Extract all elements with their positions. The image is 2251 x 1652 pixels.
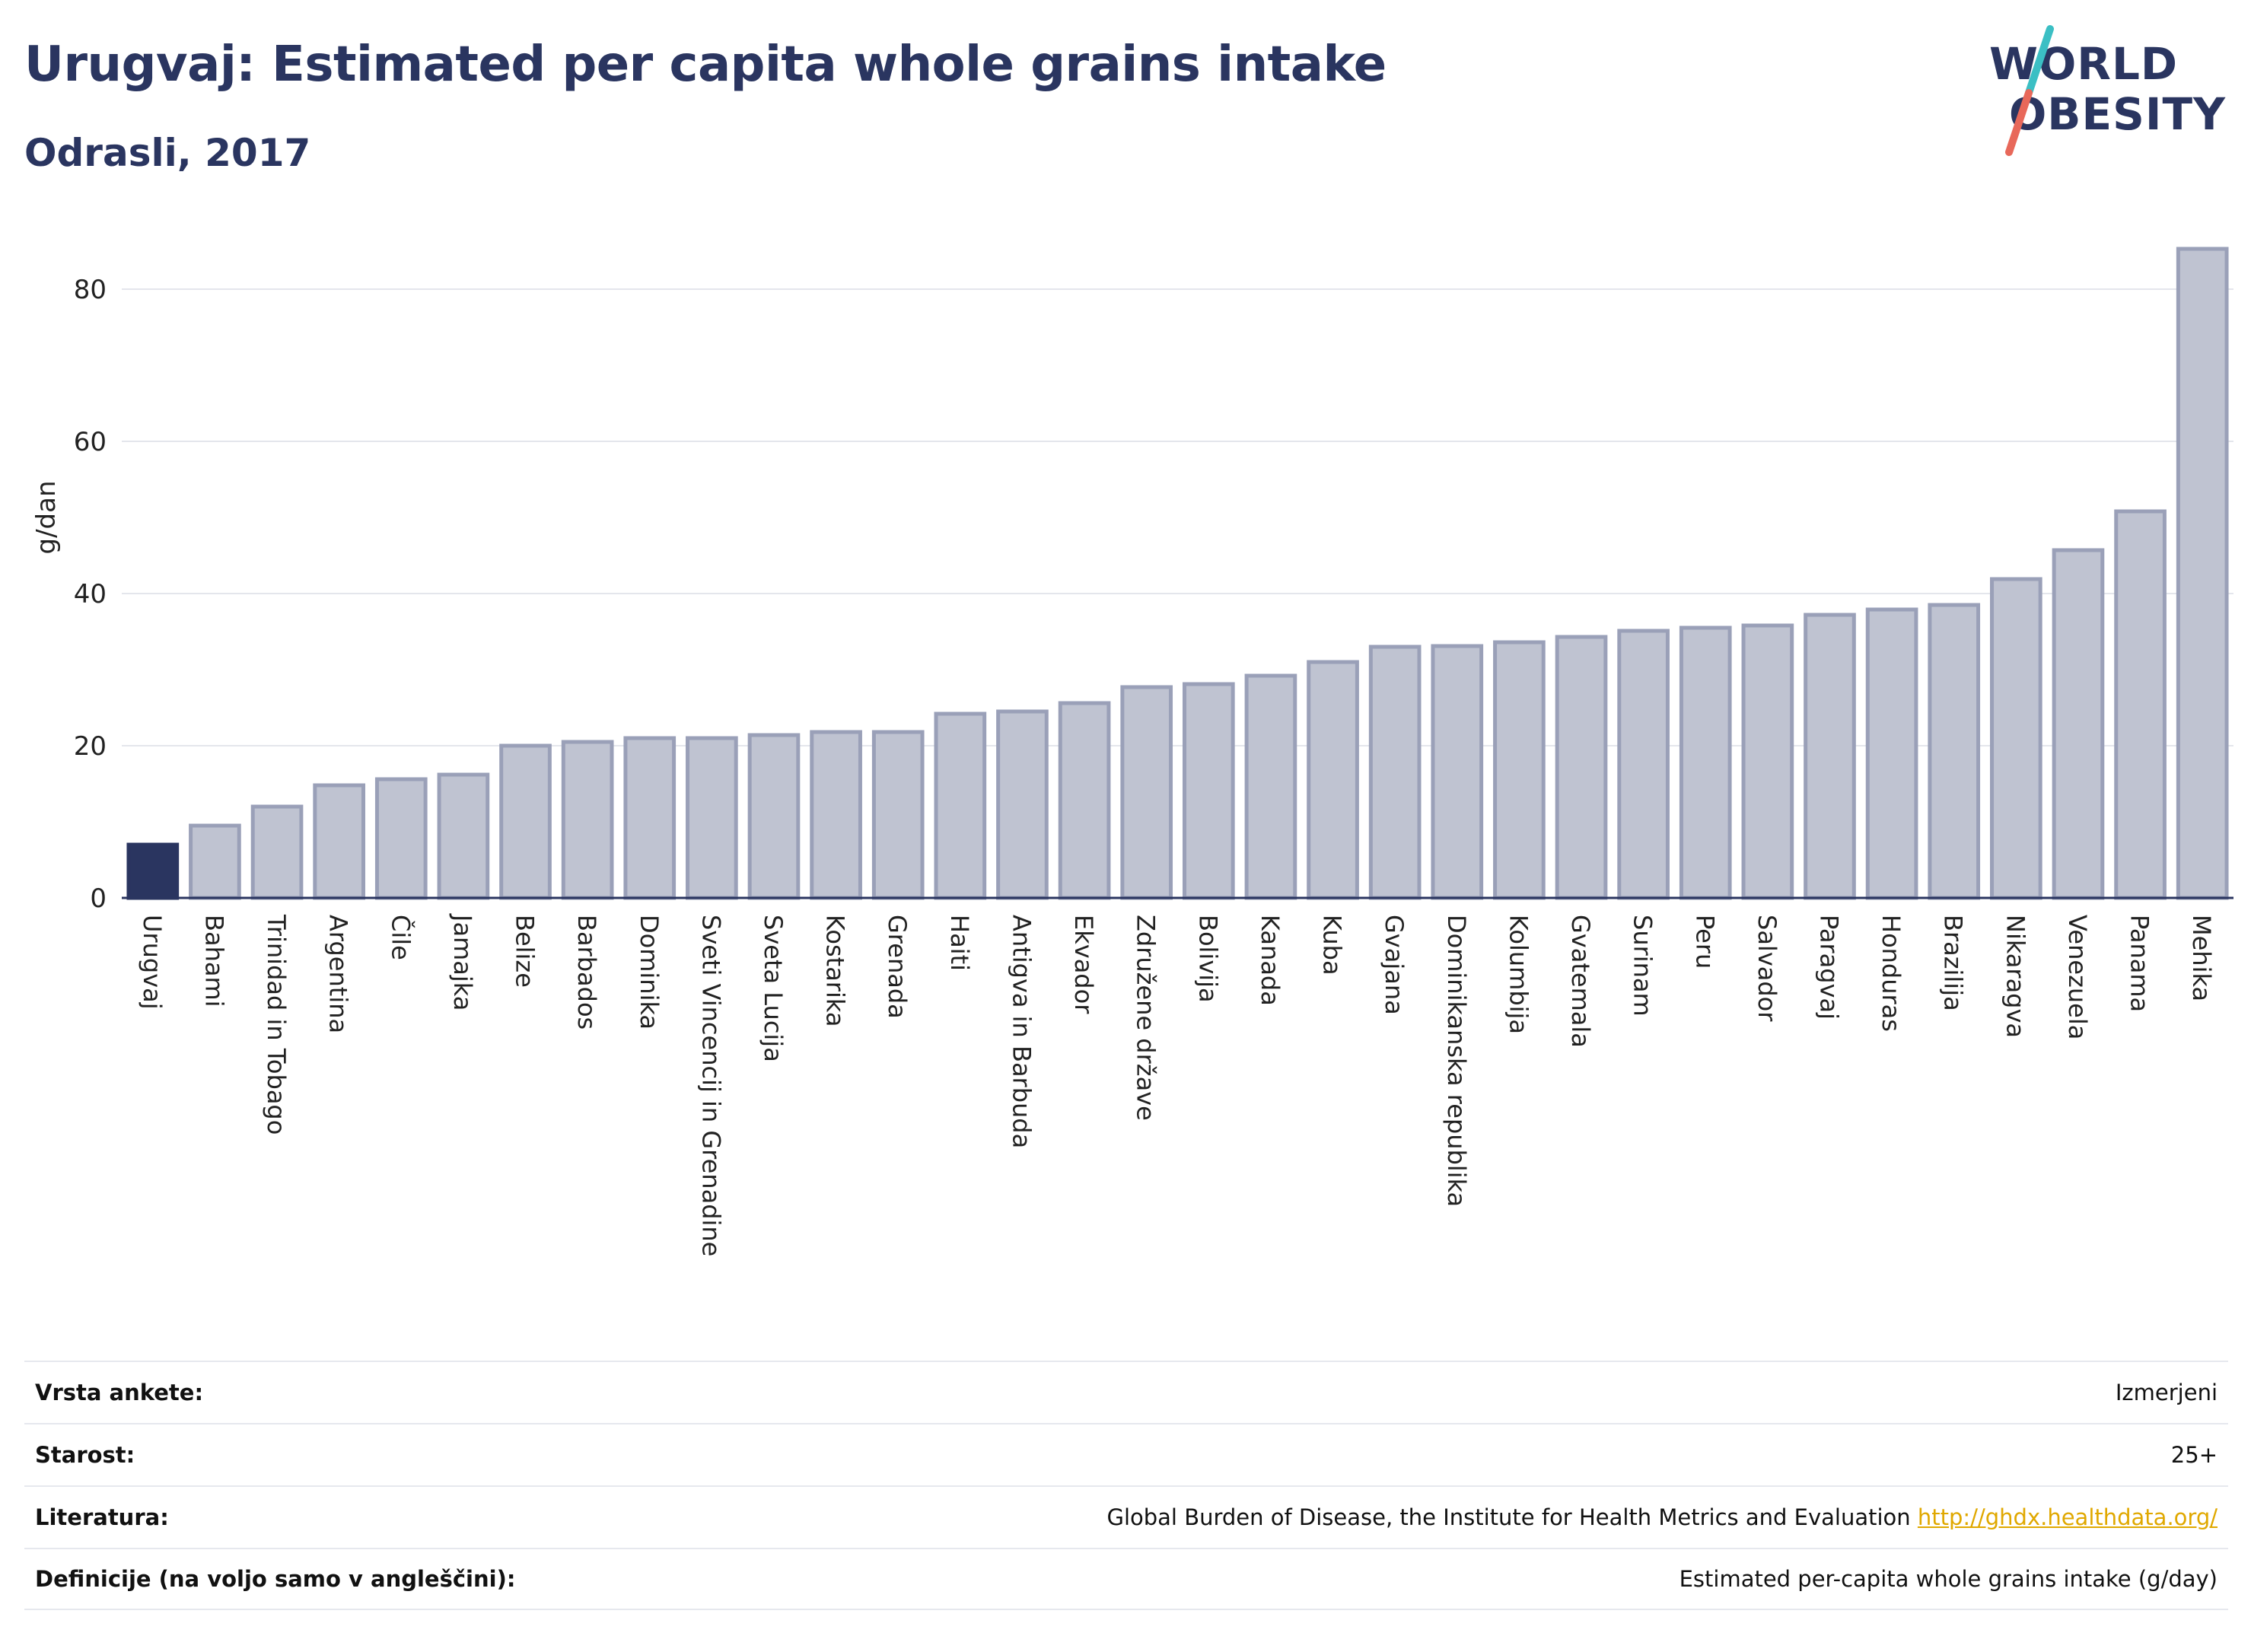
bar	[623, 736, 677, 900]
bar	[189, 823, 241, 900]
bar	[1182, 682, 1235, 900]
x-tick-label: Kolumbija	[1504, 915, 1533, 1034]
bar	[561, 740, 614, 900]
x-tick-label: Mehika	[2187, 915, 2216, 1001]
meta-label: Vrsta ankete:	[35, 1380, 204, 1405]
bar	[2176, 247, 2229, 900]
x-tick-label: Jamajka	[448, 913, 477, 1011]
x-tick-label: Ekvador	[1069, 915, 1098, 1014]
x-tick-label: Paragvaj	[1814, 915, 1843, 1020]
meta-value: Izmerjeni	[2115, 1380, 2218, 1405]
x-tick-label: Belize	[511, 915, 540, 988]
bar	[2052, 548, 2105, 900]
meta-row-survey-type: Vrsta ankete: Izmerjeni	[24, 1361, 2228, 1423]
x-tick-label: Argentina	[324, 915, 353, 1033]
x-tick-label: Dominika	[635, 915, 664, 1030]
meta-value-group: Global Burden of Disease, the Institute …	[1106, 1504, 2218, 1530]
logo-line-2: OBESITY	[2009, 88, 2227, 140]
x-tick-label: Kostarika	[821, 915, 850, 1027]
bar	[126, 842, 180, 900]
bar	[1865, 607, 1918, 900]
meta-row-age: Starost: 25+	[24, 1423, 2228, 1485]
x-tick-label: Gvajana	[1380, 915, 1409, 1015]
x-tick-label: Haiti	[945, 915, 974, 971]
world-obesity-logo[interactable]: WORLD OBESITY	[1979, 23, 2237, 160]
x-tick-label: Kanada	[1256, 915, 1285, 1006]
x-tick-label: Barbados	[572, 915, 601, 1030]
y-tick-label: 80	[74, 275, 107, 305]
y-tick-label: 60	[74, 427, 107, 457]
x-tick-label: Surinam	[1629, 915, 1657, 1017]
y-tick-label: 20	[74, 731, 107, 762]
bar	[1928, 603, 1981, 900]
chart-subtitle: Odrasli, 2017	[24, 131, 311, 175]
bar	[810, 730, 862, 900]
x-tick-label: Čile	[386, 915, 415, 960]
bar	[1617, 629, 1670, 900]
x-tick-label: Kuba	[1318, 915, 1347, 976]
x-tick-label: Nikaragva	[2001, 915, 2030, 1038]
bar	[1120, 685, 1173, 900]
x-tick-label: Sveta Lucija	[759, 915, 788, 1062]
bar	[499, 743, 552, 900]
meta-value: Estimated per-capita whole grains intake…	[1679, 1566, 2218, 1592]
bar	[313, 783, 365, 900]
x-tick-label: Venezuela	[2063, 915, 2092, 1039]
bar	[996, 709, 1049, 900]
x-tick-label: Salvador	[1753, 915, 1781, 1022]
x-tick-label: Peru	[1690, 915, 1719, 969]
source-link[interactable]: http://ghdx.healthdata.org/	[1917, 1504, 2218, 1530]
meta-label: Starost:	[35, 1442, 135, 1468]
x-tick-label: Sveti Vincencij in Grenadine	[696, 915, 725, 1256]
bar	[2114, 509, 2167, 900]
x-tick-label: Panama	[2125, 915, 2154, 1012]
logo-line-1: WORLD	[1989, 38, 2179, 90]
x-tick-label: Trinidad in Tobago	[262, 914, 291, 1135]
y-tick-label: 0	[90, 883, 107, 914]
bar	[1804, 613, 1856, 900]
bar	[1493, 640, 1546, 900]
metadata-table: Vrsta ankete: Izmerjeni Starost: 25+ Lit…	[24, 1361, 2228, 1610]
chart-title: Urugvaj: Estimated per capita whole grai…	[24, 37, 1387, 93]
bar	[1431, 644, 1484, 900]
meta-label: Literatura:	[35, 1504, 169, 1530]
bar	[1058, 701, 1111, 900]
x-tick-label: Gvatemala	[1566, 915, 1595, 1048]
bar	[1990, 577, 2042, 900]
meta-label: Definicije (na voljo samo v angleščini):	[35, 1566, 516, 1592]
x-tick-label: Bahami	[199, 915, 228, 1007]
bar	[1555, 635, 1608, 900]
y-tick-label: 40	[74, 579, 107, 610]
bar	[1244, 673, 1297, 900]
meta-row-definitions: Definicije (na voljo samo v angleščini):…	[24, 1548, 2228, 1610]
bar	[871, 730, 925, 900]
meta-value: 25+	[2170, 1442, 2218, 1468]
meta-value: Global Burden of Disease, the Institute …	[1106, 1504, 1911, 1530]
bar	[1741, 623, 1794, 900]
bar	[747, 733, 801, 900]
x-tick-label: Honduras	[1877, 915, 1906, 1032]
x-tick-label: Urugvaj	[138, 915, 167, 1010]
y-axis-title: g/dan	[31, 480, 62, 554]
bar-chart: 0 20 40 60 80 g/dan Urugvaj Bahami Trinidad in T…	[31, 247, 2233, 1256]
bar	[1368, 645, 1422, 900]
bar	[374, 777, 428, 900]
x-tick-label: Združene države	[1132, 915, 1161, 1121]
meta-row-literature: Literatura: Global Burden of Disease, th…	[24, 1485, 2228, 1548]
x-tick-label: Grenada	[883, 915, 912, 1019]
bar	[686, 736, 738, 900]
x-tick-label: Bolivija	[1193, 915, 1222, 1003]
x-tick-label: Brazilija	[1939, 915, 1968, 1011]
x-tick-label: Dominikanska republika	[1442, 915, 1471, 1207]
bar	[437, 772, 490, 900]
logo-slash-icon	[2005, 25, 2054, 156]
bar	[934, 711, 987, 900]
bar	[250, 804, 304, 900]
x-tick-label: Antigva in Barbuda	[1007, 915, 1036, 1148]
bar	[1307, 660, 1359, 900]
bar	[1679, 625, 1732, 900]
